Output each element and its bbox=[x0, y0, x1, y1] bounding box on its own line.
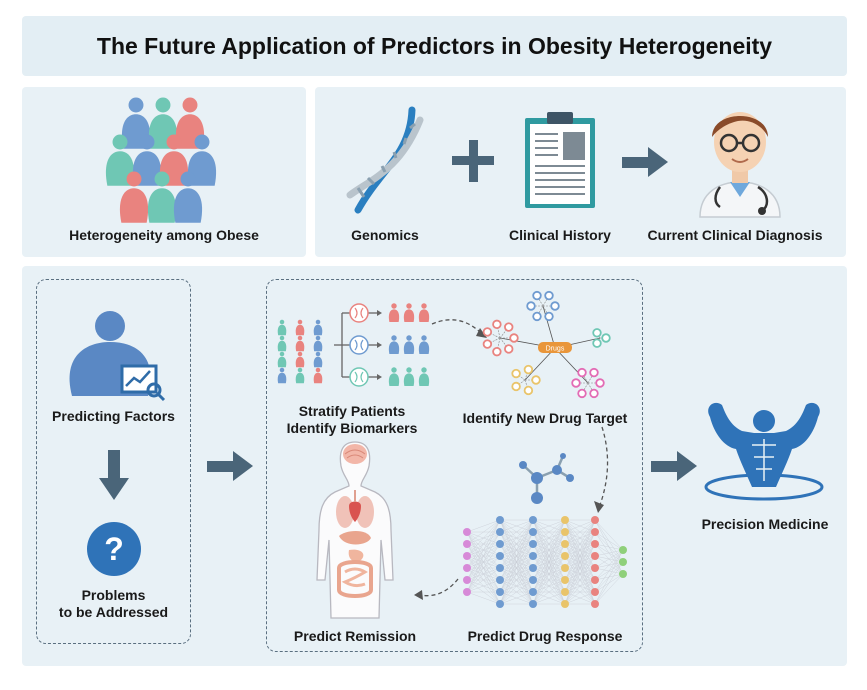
arrow-right-icon-3 bbox=[651, 451, 697, 481]
obese-people-icon bbox=[105, 97, 217, 223]
neural-network-icon bbox=[463, 516, 627, 608]
plus-icon bbox=[452, 140, 494, 182]
predict-remission-label: Predict Remission bbox=[293, 628, 417, 644]
current-diagnosis-label: Current Clinical Diagnosis bbox=[647, 227, 823, 243]
question-icon: ? bbox=[87, 522, 141, 576]
clipboard-icon bbox=[525, 112, 595, 208]
heterogeneity-label: Heterogeneity among Obese bbox=[69, 227, 259, 243]
stratify-label: Stratify Patients Identify Biomarkers bbox=[272, 403, 432, 437]
predict-drug-response-label: Predict Drug Response bbox=[467, 628, 623, 644]
drugs-node-label: Drugs bbox=[546, 346, 565, 353]
methods-box bbox=[266, 279, 643, 652]
arrow-right-icon bbox=[622, 147, 668, 177]
dashed-arrow-down-icon bbox=[594, 426, 609, 513]
predictors-box bbox=[36, 279, 191, 644]
obese-person-magnifier-icon bbox=[69, 311, 166, 402]
arrow-right-icon-2 bbox=[207, 451, 253, 481]
muscle-man-icon bbox=[704, 402, 824, 501]
arrow-down-icon bbox=[99, 450, 129, 500]
genomics-label: Genomics bbox=[351, 227, 419, 243]
problems-line2: to be Addressed bbox=[58, 604, 169, 620]
stratify-icon bbox=[277, 303, 430, 387]
dashed-arrow-left-icon bbox=[414, 578, 459, 600]
drug-network-icon: Drugs bbox=[482, 290, 611, 399]
stratify-line2: Identify Biomarkers bbox=[286, 420, 418, 436]
predicting-factors-label: Predicting Factors bbox=[52, 408, 175, 424]
bottom-panel bbox=[22, 266, 847, 666]
problems-label: Problems to be Addressed bbox=[36, 587, 191, 621]
problems-line1: Problems bbox=[81, 587, 146, 603]
molecule-icon bbox=[519, 453, 574, 504]
doctor-icon bbox=[699, 112, 781, 218]
clinical-history-label: Clinical History bbox=[509, 227, 611, 243]
human-body-icon bbox=[316, 441, 394, 619]
dashed-arrow-icon bbox=[431, 319, 487, 338]
dna-icon bbox=[346, 106, 424, 214]
stratify-line1: Stratify Patients bbox=[298, 403, 406, 419]
svg-text:?: ? bbox=[104, 531, 124, 567]
drug-target-label: Identify New Drug Target bbox=[462, 410, 628, 426]
precision-medicine-label: Precision Medicine bbox=[701, 516, 829, 532]
page-title: The Future Application of Predictors in … bbox=[22, 16, 847, 76]
